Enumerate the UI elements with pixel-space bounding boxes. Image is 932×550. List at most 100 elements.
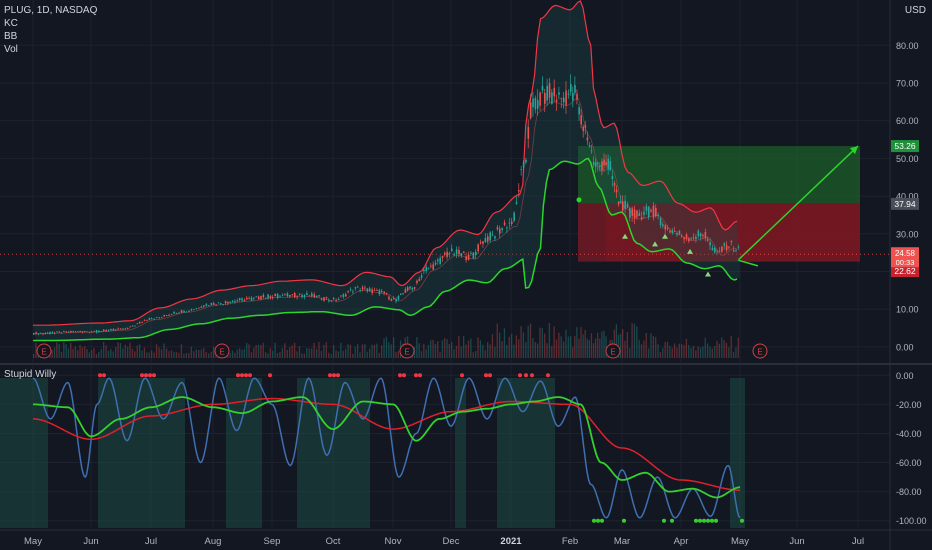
volume-bar [657, 344, 659, 358]
volume-bar [728, 347, 730, 358]
candle-body [308, 295, 311, 297]
candle-body [200, 306, 203, 308]
volume-bar [413, 346, 416, 358]
candle-body [448, 253, 451, 255]
volume-bar [640, 344, 643, 358]
price-axis[interactable]: 80.0070.0060.0050.0040.0030.0020.0010.00… [896, 41, 927, 526]
candle-body [413, 287, 416, 289]
candle-body [373, 290, 376, 291]
candle-body [39, 332, 42, 334]
candle-body [711, 247, 714, 251]
volume-bar [652, 336, 654, 358]
time-tick-label: Nov [385, 536, 402, 547]
volume-bar [381, 345, 383, 358]
candle-body [95, 330, 98, 333]
candle-body [188, 310, 190, 312]
candle-body [451, 248, 453, 252]
volume-bar [385, 336, 388, 358]
volume-bar [448, 344, 450, 358]
overbought-dot [460, 373, 464, 378]
volume-bar [105, 345, 107, 358]
candle-body [544, 92, 546, 104]
volume-bar [103, 342, 105, 358]
candle-body [306, 293, 308, 296]
candle-body [430, 265, 432, 267]
volume-bar [721, 337, 723, 358]
volume-bar [397, 351, 399, 358]
volume-bar [647, 348, 650, 358]
candle-body [220, 303, 222, 305]
signal-triangle [622, 233, 628, 239]
oversold-dot [706, 518, 710, 523]
indicator-vol[interactable]: Vol [4, 44, 18, 55]
volume-bar [347, 344, 349, 358]
candle-body [484, 237, 487, 243]
overbought-dot [144, 373, 148, 378]
symbol-label[interactable]: PLUG, 1D, NASDAQ [4, 5, 98, 16]
candle-body [293, 293, 296, 298]
candle-body [236, 300, 239, 302]
volume-bar [437, 341, 439, 358]
candle-body [669, 231, 671, 233]
candle-body [567, 93, 570, 95]
volume-bar [692, 346, 695, 358]
volume-bar [188, 353, 190, 358]
band-fill [33, 1, 740, 341]
volume-bar [580, 326, 582, 358]
oversold-dot [600, 518, 604, 523]
candle-body [501, 228, 503, 230]
volume-bar [246, 342, 248, 358]
overbought-dot [332, 373, 336, 378]
stop-price-badge-bg [891, 265, 919, 278]
volume-bar [373, 344, 376, 358]
willy-shade [497, 378, 555, 528]
volume-bar [253, 347, 255, 358]
candle-body [248, 298, 250, 299]
candle-body [467, 254, 470, 260]
volume-bar [666, 341, 669, 358]
candle-body [208, 305, 210, 307]
overbought-dot [244, 373, 248, 378]
candle-body [269, 296, 272, 299]
candle-body [439, 257, 441, 264]
candle-body [425, 267, 428, 272]
candle-body [441, 256, 444, 258]
volume-bar [725, 342, 728, 358]
volume-bar [352, 353, 354, 358]
volume-bar [183, 353, 185, 358]
candle-body [560, 98, 563, 100]
candle-body [622, 201, 624, 211]
time-axis[interactable]: May Jun Jul Aug Sep Oct Nov Dec 2021 Feb Mar Apr May… [24, 536, 864, 547]
lower-indicator-title[interactable]: Stupid Willy [4, 369, 57, 380]
volume-bar [685, 338, 688, 358]
candle-body [588, 145, 591, 147]
candle-body [361, 287, 364, 290]
candle-body [376, 290, 378, 291]
candle-body [119, 328, 122, 330]
indicator-kc[interactable]: KC [4, 18, 18, 29]
volume-bar [333, 345, 335, 358]
volume-bar [93, 348, 95, 358]
candle-body [81, 331, 84, 333]
candle-body [574, 84, 576, 93]
volume-bar [655, 336, 657, 358]
candle-body [655, 208, 657, 217]
candle-body [333, 297, 335, 299]
volume-bar [84, 346, 86, 358]
volume-bar [489, 344, 491, 358]
volume-bar [518, 339, 520, 358]
profit-zone [578, 146, 860, 204]
currency-label[interactable]: USD [904, 5, 926, 16]
candle-body [446, 251, 448, 257]
candle-body [584, 125, 587, 128]
volume-bar [594, 338, 597, 358]
volume-bar [262, 342, 264, 358]
indicator-bb[interactable]: BB [4, 31, 18, 42]
time-tick-label: Jul [852, 536, 864, 547]
volume-bar [638, 339, 640, 358]
volume-bar [163, 343, 165, 358]
volume-bar [241, 349, 243, 358]
candle-body [702, 235, 704, 237]
